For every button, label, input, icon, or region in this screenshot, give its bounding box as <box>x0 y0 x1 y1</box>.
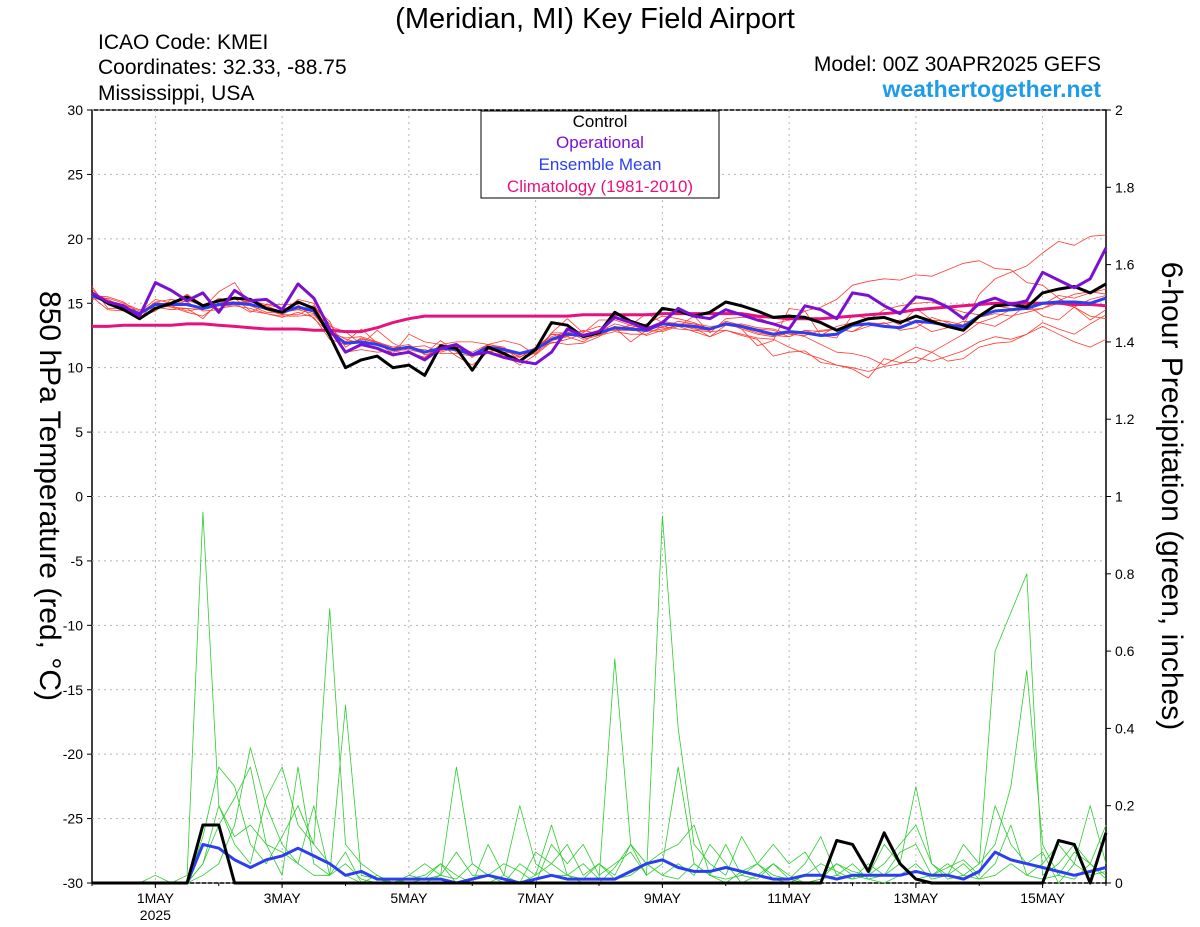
precip-members <box>92 511 1107 884</box>
y-right-tick-label: 0.8 <box>1115 566 1135 582</box>
precip-member-line <box>92 766 1107 884</box>
legend: Control Operational Ensemble Mean Climat… <box>480 110 720 199</box>
y-left-tick-label: 10 <box>67 360 83 376</box>
site-link[interactable]: weathertogether.net <box>881 76 1101 102</box>
region: Mississippi, USA <box>98 82 254 105</box>
axes: 302520151050-5-10-15-20-25-3021.81.61.41… <box>63 102 1135 923</box>
y-left-tick-label: 20 <box>67 231 83 247</box>
legend-ensemble-mean: Ensemble Mean <box>539 155 662 174</box>
model-run: Model: 00Z 30APR2025 GEFS <box>814 53 1101 76</box>
y-right-tick-label: 1.2 <box>1115 411 1135 427</box>
x-tick-year: 2025 <box>140 907 171 923</box>
y-left-tick-label: 15 <box>67 295 83 311</box>
y-right-tick-label: 1.6 <box>1115 257 1135 273</box>
x-tick-label: 9MAY <box>644 890 682 906</box>
y-left-tick-label: 30 <box>67 102 83 118</box>
chart-title: (Meridian, MI) Key Field Airport <box>395 3 795 35</box>
temp-member-line <box>91 260 1107 356</box>
y-left-tick-label: 5 <box>75 424 83 440</box>
y-right-tick-label: 1.8 <box>1115 179 1135 195</box>
climatology-temp-line <box>92 301 1107 334</box>
y-left-tick-label: -5 <box>71 553 84 569</box>
x-tick-label: 5MAY <box>390 890 428 906</box>
coordinates: Coordinates: 32.33, -88.75 <box>98 56 347 79</box>
legend-control: Control <box>573 112 628 131</box>
plot-area <box>91 109 1107 884</box>
x-tick-label: 1MAY <box>137 890 175 906</box>
y-left-tick-label: 25 <box>67 166 83 182</box>
y-left-label: 850 hPa Temperature (red, °C) <box>33 291 66 701</box>
x-tick-label: 7MAY <box>517 890 555 906</box>
y-left-tick-label: 0 <box>75 489 83 505</box>
legend-climatology: Climatology (1981-2010) <box>507 177 693 196</box>
y-right-label: 6-hour Precipitation (green, inches) <box>1155 262 1188 731</box>
mean-precip-line <box>92 842 1107 885</box>
y-right-tick-label: 0.6 <box>1115 643 1135 659</box>
x-tick-label: 15MAY <box>1020 890 1066 906</box>
y-right-tick-label: 2 <box>1115 102 1123 118</box>
temp-member-line <box>91 293 1107 372</box>
y-right-tick-label: 0.4 <box>1115 720 1135 736</box>
y-right-tick-label: 1.4 <box>1115 334 1135 350</box>
x-tick-label: 3MAY <box>264 890 302 906</box>
y-right-tick-label: 0 <box>1115 875 1123 891</box>
y-left-tick-label: -25 <box>63 811 83 827</box>
y-left-tick-label: -30 <box>63 875 83 891</box>
y-right-tick-label: 0.2 <box>1115 798 1135 814</box>
y-left-tick-label: -15 <box>63 682 83 698</box>
y-left-tick-label: -10 <box>63 617 83 633</box>
x-tick-label: 11MAY <box>767 890 811 906</box>
operational-temp-line <box>91 247 1108 366</box>
y-left-tick-label: -20 <box>63 746 83 762</box>
icao-code: ICAO Code: KMEI <box>98 31 268 54</box>
x-tick-label: 13MAY <box>893 890 939 906</box>
legend-operational: Operational <box>556 133 644 152</box>
y-right-tick-label: 1 <box>1115 489 1123 505</box>
legend-box <box>480 110 720 199</box>
